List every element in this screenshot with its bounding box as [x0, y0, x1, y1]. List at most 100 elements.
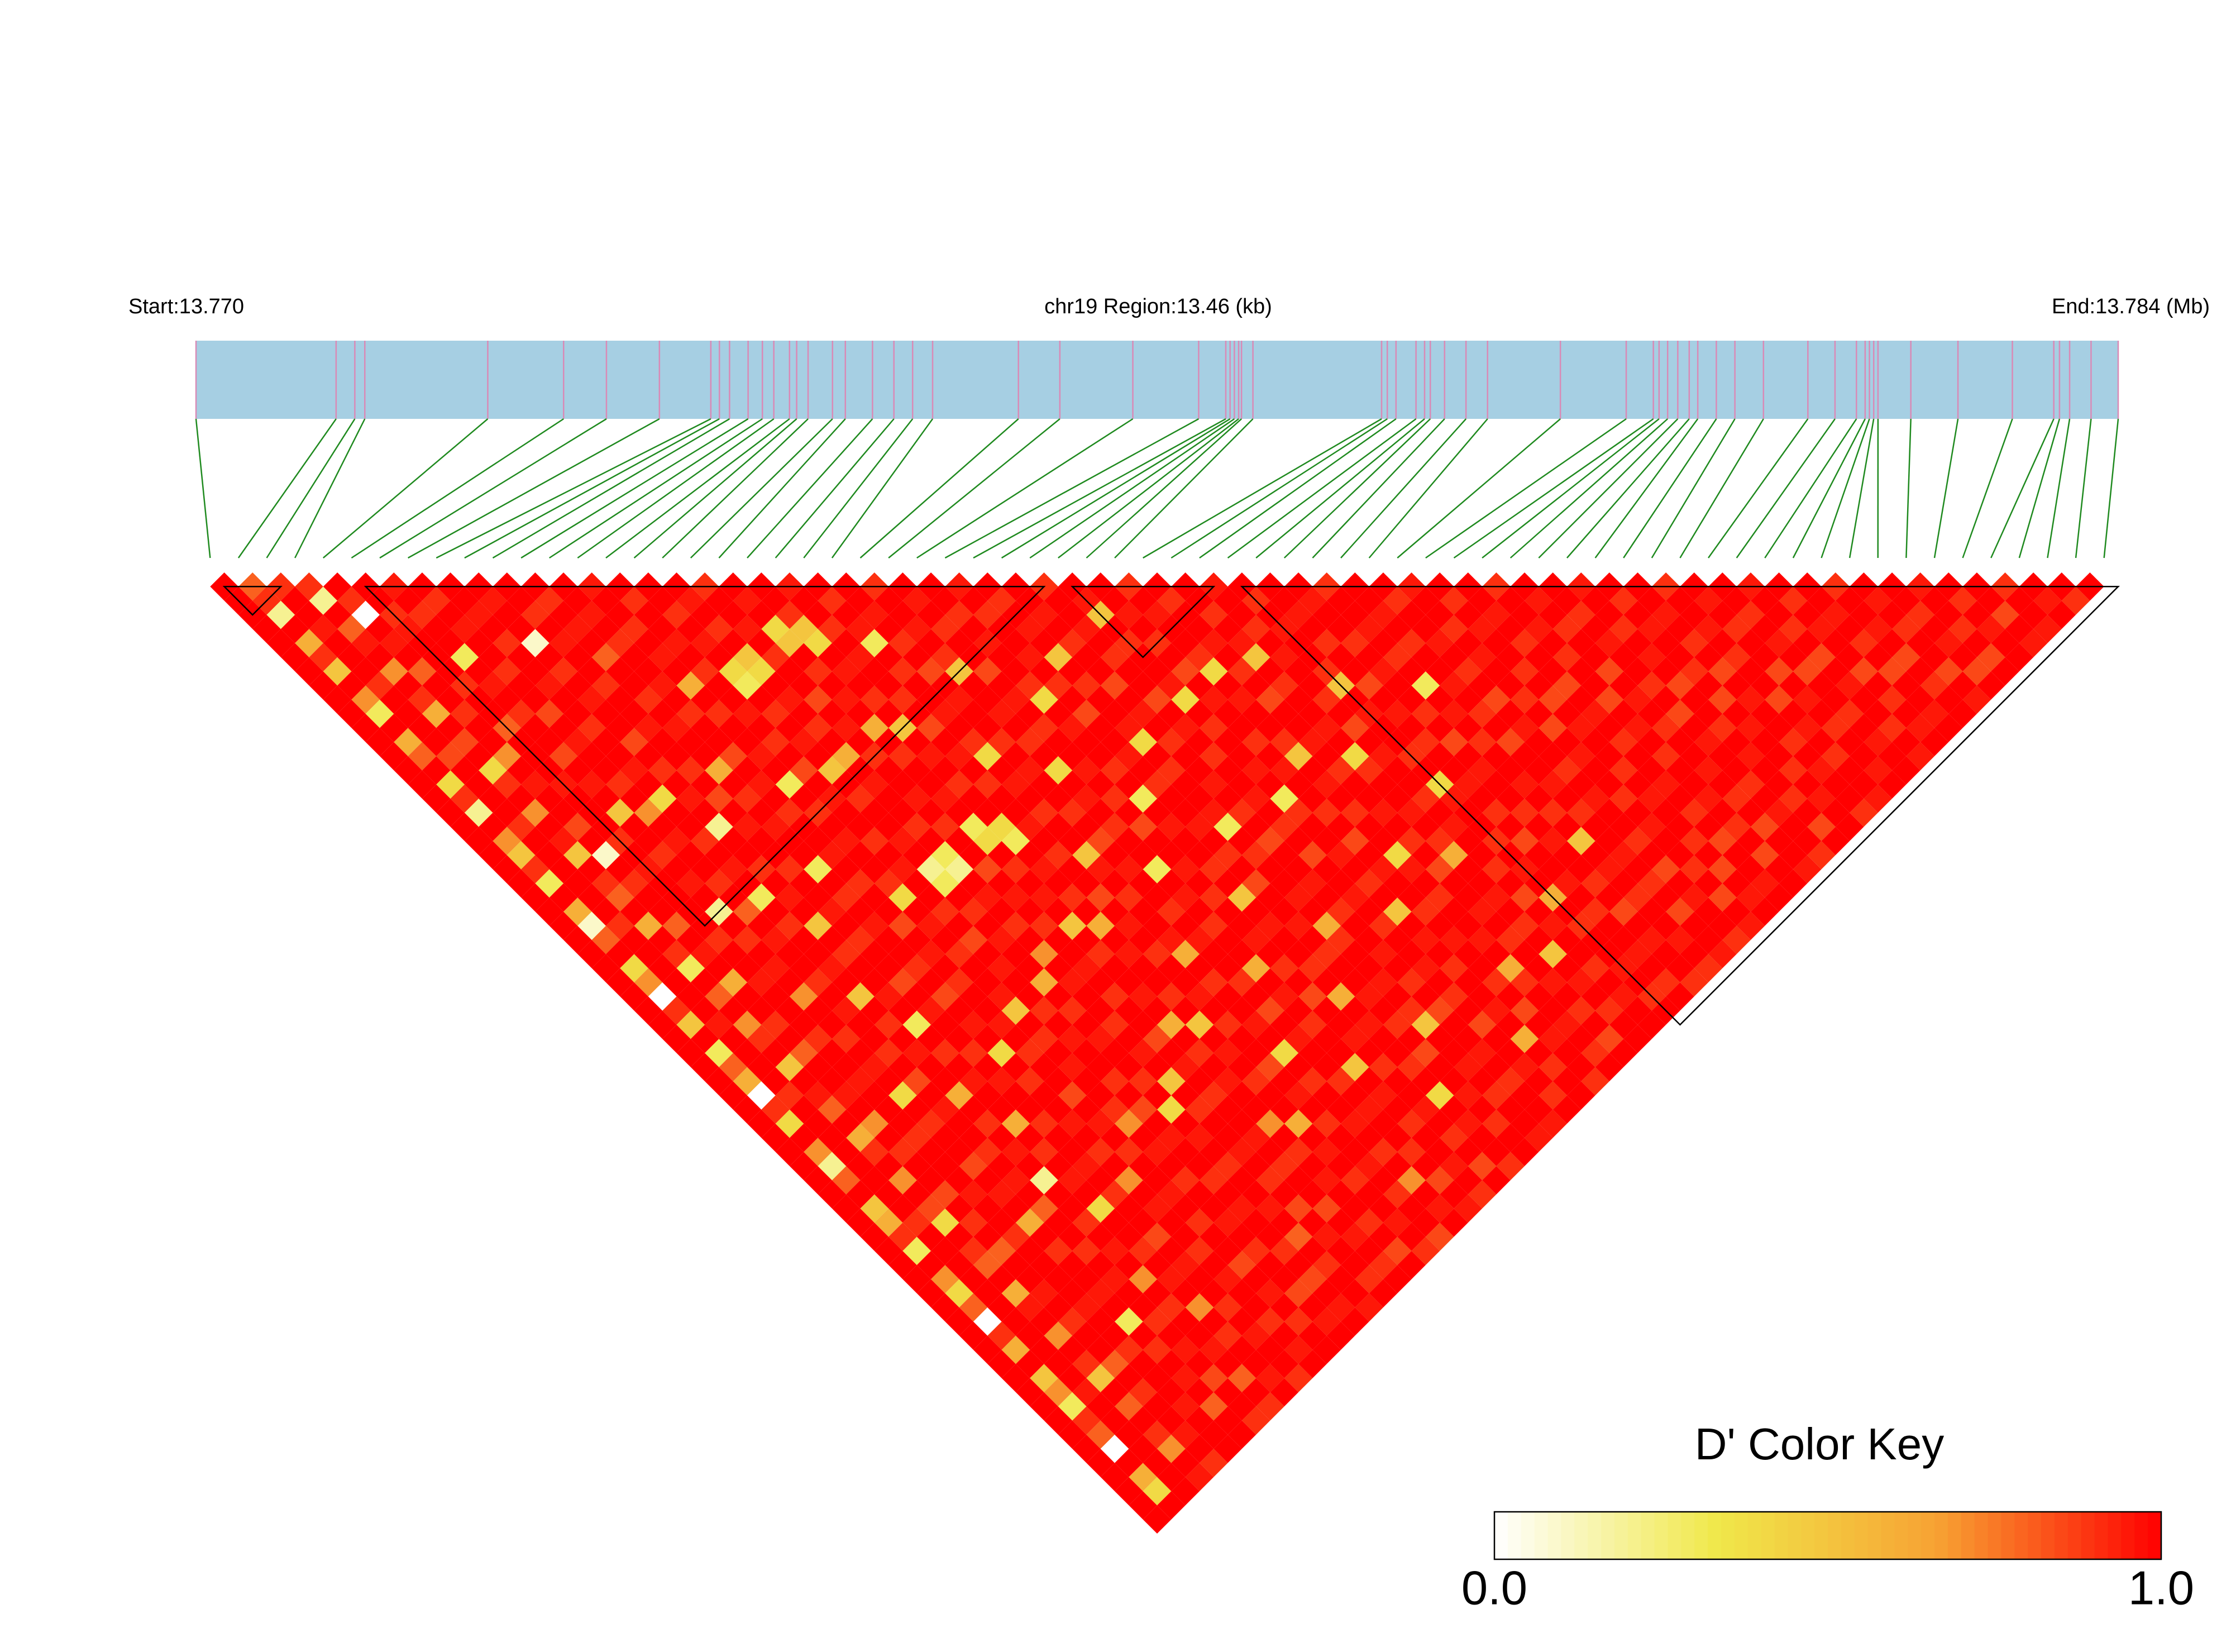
snp-connector — [267, 419, 355, 558]
region-label: chr19 Region:13.46 (kb) — [1044, 295, 1272, 318]
color-key-step — [1774, 1512, 1788, 1559]
color-key-title: D' Color Key — [1695, 1419, 1945, 1469]
color-key-step — [1655, 1512, 1669, 1559]
color-key-step — [1788, 1512, 1802, 1559]
snp-connector — [1200, 419, 1396, 558]
snp-connector — [1539, 419, 1678, 558]
snp-connector — [1991, 419, 2053, 558]
color-key-step — [1574, 1512, 1588, 1559]
gene-track — [196, 341, 2118, 419]
color-key-step — [1521, 1512, 1535, 1559]
snp-connector — [1482, 419, 1659, 558]
color-key-step — [1814, 1512, 1828, 1559]
color-key-step — [1828, 1512, 1842, 1559]
color-key-step — [1508, 1512, 1522, 1559]
color-key-step — [1494, 1512, 1508, 1559]
snp-connector — [2104, 419, 2118, 558]
snp-connector — [1623, 419, 1716, 558]
color-key-step — [1868, 1512, 1882, 1559]
color-key-step — [2055, 1512, 2068, 1559]
snp-connector — [2076, 419, 2091, 558]
snp-connector — [1454, 419, 1653, 558]
color-key-step — [1961, 1512, 1975, 1559]
snp-connector — [238, 419, 336, 558]
color-key-step — [2134, 1512, 2148, 1559]
snp-connector — [1426, 419, 1626, 558]
color-key-step — [1855, 1512, 1869, 1559]
snp-connector — [832, 419, 933, 558]
end-label: End:13.784 (Mb) — [2052, 295, 2210, 318]
color-key-step — [2095, 1512, 2109, 1559]
snp-connector — [1963, 419, 2013, 558]
color-key-step — [1535, 1512, 1549, 1559]
snp-connector — [323, 419, 488, 558]
snp-connector — [351, 419, 563, 558]
snp-connector — [1002, 419, 1230, 558]
color-key-step — [2108, 1512, 2122, 1559]
color-key-step — [1801, 1512, 1815, 1559]
snp-connector — [1397, 419, 1560, 558]
color-key-step — [1628, 1512, 1642, 1559]
snp-connector — [1086, 419, 1241, 558]
snp-connector — [465, 419, 719, 558]
color-key-tick-label: 0.0 — [1461, 1562, 1527, 1615]
color-key-step — [1748, 1512, 1762, 1559]
snp-connector — [776, 419, 894, 558]
color-key-step — [1975, 1512, 1989, 1559]
ld-matrix — [210, 572, 2104, 1534]
snp-connector — [1115, 419, 1253, 558]
color-key-step — [1761, 1512, 1775, 1559]
snp-connector — [662, 419, 808, 558]
start-label: Start:13.770 — [128, 295, 244, 318]
snp-connector — [1567, 419, 1689, 558]
color-key-step — [1894, 1512, 1908, 1559]
color-key-step — [1614, 1512, 1628, 1559]
snp-connector — [408, 419, 660, 558]
color-key-step — [1921, 1512, 1935, 1559]
snp-connector — [521, 419, 748, 558]
snp-connector — [945, 419, 1198, 558]
snp-connector — [196, 419, 210, 558]
snp-connector — [2019, 419, 2060, 558]
snp-connector — [1284, 419, 1430, 558]
snp-connector — [888, 419, 1060, 558]
snp-connector — [550, 419, 762, 558]
color-key-step — [1708, 1512, 1722, 1559]
color-key-step — [1908, 1512, 1922, 1559]
color-key-step — [2041, 1512, 2055, 1559]
color-key-step — [1601, 1512, 1615, 1559]
color-key-step — [1668, 1512, 1681, 1559]
snp-connector — [1058, 419, 1239, 558]
snp-connector — [861, 419, 1019, 558]
color-key-step — [1588, 1512, 1602, 1559]
color-key-step — [1694, 1512, 1708, 1559]
color-key-step — [2081, 1512, 2095, 1559]
color-key-step — [1721, 1512, 1735, 1559]
color-key-step — [1641, 1512, 1655, 1559]
color-key-step — [2068, 1512, 2082, 1559]
snp-connector — [1708, 419, 1808, 558]
color-key-step — [1548, 1512, 1562, 1559]
snp-connector — [577, 419, 773, 558]
snp-connector — [1256, 419, 1425, 558]
snp-connector — [747, 419, 872, 558]
color-key-step — [1735, 1512, 1749, 1559]
color-key-step — [1988, 1512, 2002, 1559]
snp-connector — [719, 419, 845, 558]
color-key-step — [1948, 1512, 1962, 1559]
snp-connector — [2047, 419, 2070, 558]
snp-connector — [1143, 419, 1382, 558]
color-key-step — [1561, 1512, 1575, 1559]
color-key-step — [1841, 1512, 1855, 1559]
snp-connector — [1511, 419, 1668, 558]
snp-connector — [1934, 419, 1958, 558]
color-key-step — [2001, 1512, 2015, 1559]
color-key-step — [1681, 1512, 1695, 1559]
color-key-step — [1881, 1512, 1895, 1559]
color-key-step — [2148, 1512, 2162, 1559]
snp-connector — [1765, 419, 1856, 558]
snp-connector — [493, 419, 729, 558]
snp-connector — [1312, 419, 1444, 558]
